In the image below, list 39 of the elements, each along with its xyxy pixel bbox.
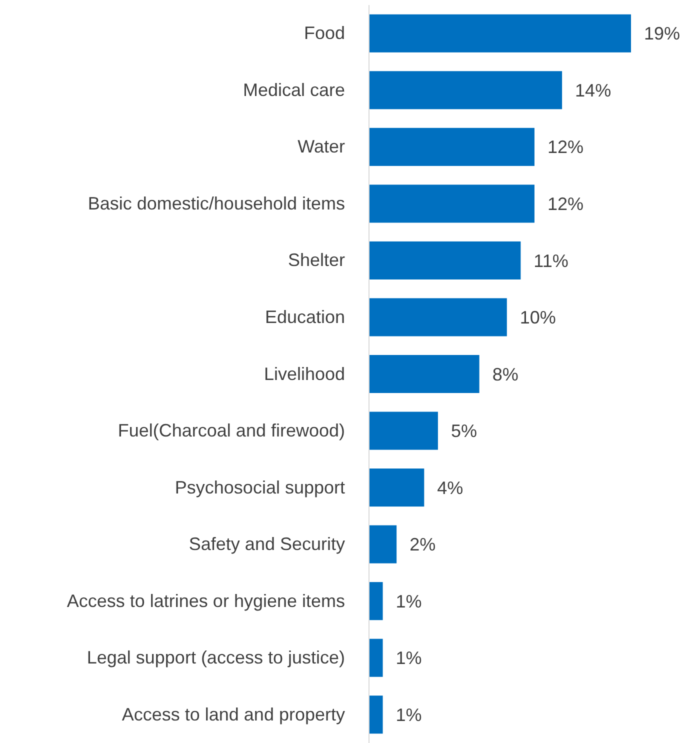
data-label: 12% (547, 194, 584, 214)
bar (369, 128, 534, 166)
y-tick-label: Basic domestic/household items (88, 193, 345, 214)
bar (369, 412, 438, 450)
data-label: 10% (520, 308, 556, 328)
bar (369, 582, 383, 620)
bar (369, 71, 562, 110)
y-tick-label: Psychosocial support (174, 477, 345, 498)
y-tick-label: Livelihood (264, 364, 345, 384)
data-label: 14% (575, 80, 612, 100)
data-label: 12% (547, 137, 584, 158)
data-label: 11% (534, 250, 568, 271)
data-label: 5% (450, 421, 477, 442)
y-tick-label: Medical care (242, 80, 345, 100)
bar (369, 525, 397, 564)
bar (369, 638, 383, 677)
data-label: 19% (644, 24, 680, 44)
bar (369, 14, 631, 52)
bar (369, 184, 534, 223)
y-tick-label: Safety and Security (188, 534, 345, 554)
y-tick-label: Access to land and property (122, 704, 345, 724)
data-label: 2% (410, 534, 436, 555)
data-label: 8% (492, 364, 518, 384)
y-tick-label: Fuel(Charcoal and firewood) (118, 420, 345, 441)
y-tick-label: Legal support (access to justice) (86, 648, 345, 668)
data-label: 4% (437, 478, 464, 498)
y-tick-label: Shelter (288, 250, 345, 270)
bar (369, 696, 383, 734)
data-label: 1% (396, 591, 422, 612)
bar (369, 241, 521, 280)
bar (369, 354, 480, 394)
bar (369, 468, 424, 507)
y-tick-label: Food (304, 23, 345, 44)
data-label: 1% (396, 648, 422, 668)
y-tick-label: Education (264, 306, 345, 327)
y-tick-label: Access to latrines or hygiene items (66, 590, 345, 611)
y-tick-label: Water (298, 136, 345, 157)
bar (369, 298, 507, 336)
data-label: 1% (396, 704, 422, 725)
